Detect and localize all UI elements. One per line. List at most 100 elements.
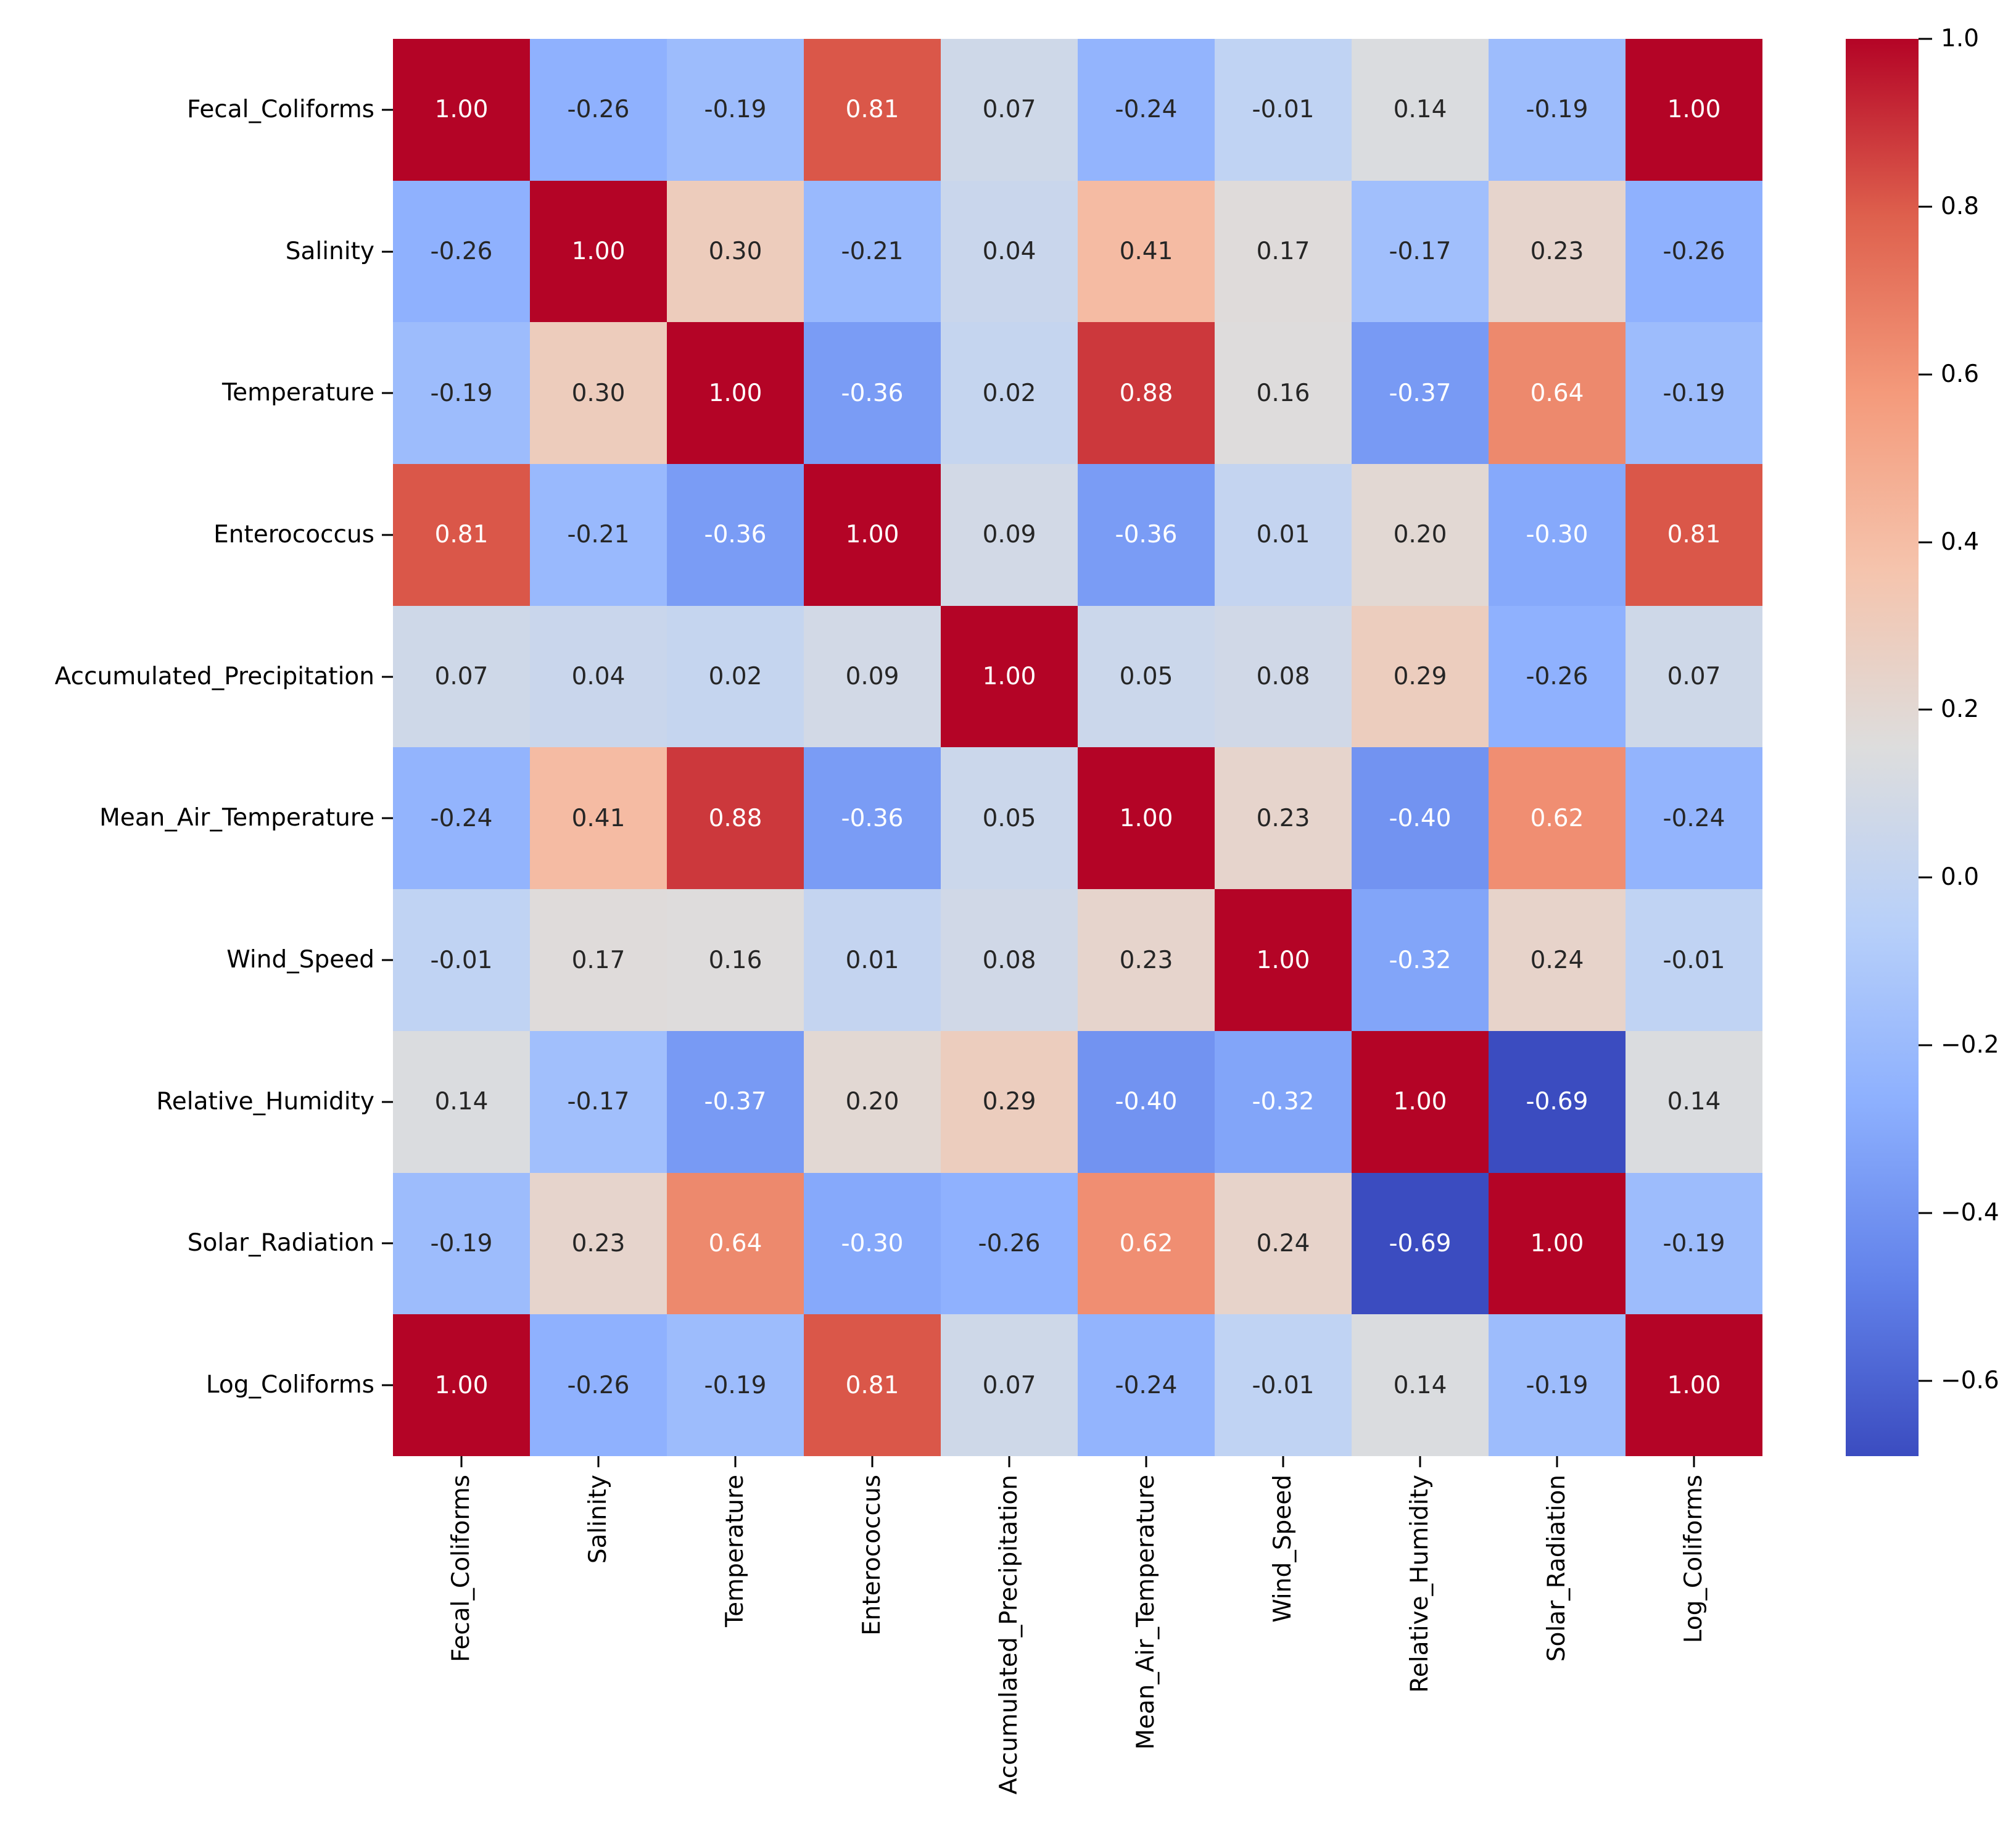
cell-value: -0.26 — [430, 238, 493, 266]
heatmap-cell: 0.29 — [1352, 605, 1489, 748]
heatmap-cell: -0.32 — [1215, 1030, 1352, 1173]
cell-value: 0.30 — [708, 238, 762, 266]
cell-value: 0.16 — [708, 946, 762, 974]
cell-value: 0.29 — [982, 1088, 1036, 1116]
cell-value: -0.36 — [704, 521, 767, 549]
cell-value: -0.37 — [1389, 379, 1452, 407]
colorbar-tick-label: 0.8 — [1941, 192, 1980, 220]
cell-value: 1.00 — [1393, 1088, 1447, 1116]
cell-value: 0.17 — [571, 946, 626, 974]
heatmap-cell: 0.09 — [804, 605, 941, 748]
heatmap-cell: 0.17 — [1215, 180, 1352, 323]
heatmap-cell: -0.36 — [667, 464, 804, 606]
heatmap-cell: 0.14 — [1626, 1030, 1762, 1173]
heatmap-cell: -0.19 — [1489, 39, 1626, 181]
cell-value: -0.26 — [978, 1229, 1041, 1257]
cell-value: 0.23 — [571, 1229, 626, 1257]
cell-value: -0.30 — [841, 1229, 904, 1257]
y-axis-tick — [382, 534, 393, 536]
heatmap-cell: -0.01 — [1626, 889, 1762, 1031]
heatmap-cell: 0.23 — [1489, 180, 1626, 323]
heatmap-cell: 0.29 — [941, 1030, 1078, 1173]
cell-value: 0.14 — [1393, 1371, 1447, 1399]
heatmap-cell: 1.00 — [1626, 1314, 1762, 1456]
cell-value: 0.81 — [845, 1371, 899, 1399]
heatmap-cell: 0.07 — [941, 1314, 1078, 1456]
heatmap-cell: 0.09 — [941, 464, 1078, 606]
heatmap-cell: -0.32 — [1352, 889, 1489, 1031]
heatmap-cell: 0.23 — [1078, 889, 1215, 1031]
heatmap-cell: -0.69 — [1352, 1172, 1489, 1315]
cell-value: -0.32 — [1252, 1088, 1315, 1116]
x-axis-tick — [1693, 1456, 1695, 1467]
cell-value: 0.01 — [845, 946, 899, 974]
cell-value: -0.19 — [430, 1229, 493, 1257]
heatmap-cell: 0.64 — [667, 1172, 804, 1315]
cell-value: 0.09 — [845, 663, 899, 691]
cell-value: -0.69 — [1526, 1088, 1588, 1116]
cell-value: 0.64 — [1530, 379, 1584, 407]
cell-value: 0.20 — [845, 1088, 899, 1116]
cell-value: 1.00 — [708, 379, 762, 407]
x-tick-label: Enterococcus — [858, 1475, 886, 1636]
y-tick-label: Mean_Air_Temperature — [99, 804, 374, 832]
heatmap-cell: 0.20 — [804, 1030, 941, 1173]
cell-value: -0.26 — [1526, 663, 1588, 691]
heatmap-cell: -0.30 — [804, 1172, 941, 1315]
cell-value: -0.21 — [841, 238, 904, 266]
x-axis-tick — [1008, 1456, 1010, 1467]
heatmap-cell: -0.40 — [1078, 1030, 1215, 1173]
cell-value: -0.30 — [1526, 521, 1588, 549]
cell-value: 0.08 — [982, 946, 1036, 974]
colorbar-tick-label: 1.0 — [1941, 25, 1980, 52]
heatmap-cell: -0.24 — [1626, 747, 1762, 890]
cell-value: 0.24 — [1256, 1229, 1310, 1257]
y-tick-label: Solar_Radiation — [187, 1229, 374, 1257]
cell-value: -0.17 — [1389, 238, 1452, 266]
cell-value: -0.01 — [1252, 1371, 1315, 1399]
heatmap-cell: -0.24 — [393, 747, 530, 890]
heatmap-cell: -0.17 — [1352, 180, 1489, 323]
x-axis-tick — [734, 1456, 737, 1467]
colorbar-tick-label: −0.2 — [1941, 1031, 1999, 1059]
heatmap-grid: 1.00 -0.26 -0.19 0.81 0.07 -0.24 -0.01 0.14 -0.1… — [393, 39, 1762, 1456]
cell-value: 0.14 — [1667, 1088, 1721, 1116]
colorbar-tick — [1919, 1044, 1932, 1046]
y-tick-label: Temperature — [221, 379, 374, 407]
cell-value: 1.00 — [845, 521, 899, 549]
cell-value: 0.20 — [1393, 521, 1447, 549]
heatmap-cell: -0.19 — [667, 39, 804, 181]
heatmap-cell: 0.81 — [804, 1314, 941, 1456]
heatmap-cell: 0.23 — [530, 1172, 667, 1315]
heatmap-cell: -0.21 — [530, 464, 667, 606]
cell-value: -0.37 — [704, 1088, 767, 1116]
cell-value: -0.21 — [567, 521, 630, 549]
heatmap-cell: 0.88 — [1078, 322, 1215, 465]
heatmap-cell: 1.00 — [1352, 1030, 1489, 1173]
cell-value: 1.00 — [1530, 1229, 1584, 1257]
cell-value: 1.00 — [434, 1371, 489, 1399]
y-axis-tick — [382, 392, 393, 394]
cell-value: 0.16 — [1256, 379, 1310, 407]
heatmap-cell: -0.37 — [667, 1030, 804, 1173]
heatmap-cell: 0.05 — [1078, 605, 1215, 748]
colorbar-tick-label: −0.4 — [1941, 1198, 1999, 1227]
y-axis-tick — [382, 959, 393, 961]
cell-value: 0.23 — [1256, 804, 1310, 832]
cell-value: 0.41 — [571, 804, 626, 832]
x-axis-tick — [460, 1456, 463, 1467]
cell-value: 0.08 — [1256, 663, 1310, 691]
cell-value: 1.00 — [1667, 96, 1721, 124]
heatmap-cell: -0.19 — [1626, 322, 1762, 465]
cell-value: -0.24 — [430, 804, 493, 832]
x-tick-label: Mean_Air_Temperature — [1132, 1475, 1160, 1750]
cell-value: 1.00 — [1667, 1371, 1721, 1399]
cell-value: 0.62 — [1119, 1229, 1173, 1257]
cell-value: 0.02 — [982, 379, 1036, 407]
y-tick-label: Fecal_Coliforms — [187, 95, 374, 123]
colorbar-tick — [1919, 1212, 1932, 1214]
cell-value: 0.04 — [982, 238, 1036, 266]
colorbar-tick — [1919, 373, 1932, 376]
heatmap-cell: 1.00 — [1626, 39, 1762, 181]
colorbar-tick — [1919, 205, 1932, 208]
